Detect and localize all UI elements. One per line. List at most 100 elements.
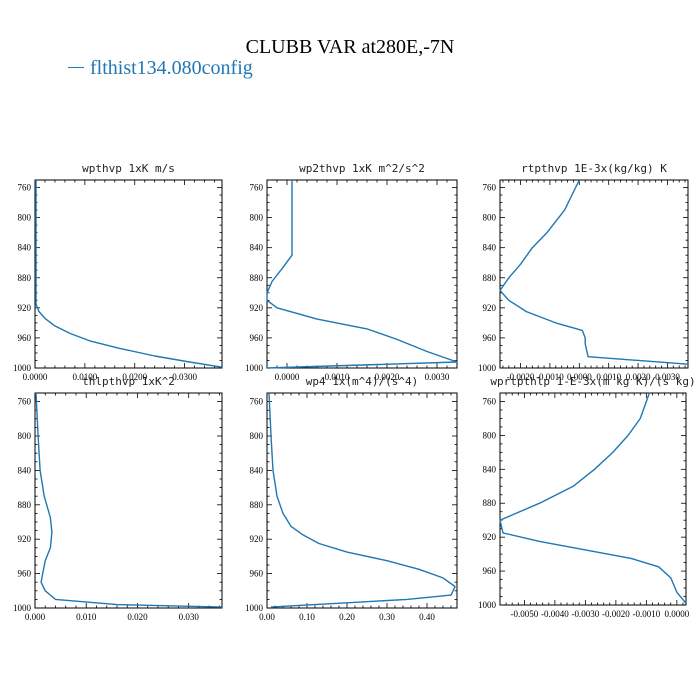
x-tick-label: 0.10 bbox=[299, 612, 315, 622]
y-tick-label: 840 bbox=[250, 243, 264, 253]
x-tick-label: 0.0010 bbox=[325, 372, 350, 382]
y-tick-label: 800 bbox=[483, 430, 497, 440]
x-tick-label: 0.0000 bbox=[23, 372, 48, 382]
subplot-3: rtpthvp 1E-3x(kg/kg) K 760 800 840 880 920 960… bbox=[478, 162, 689, 382]
y-tick-label: 760 bbox=[250, 397, 264, 407]
x-tick-label: 0.0010 bbox=[596, 372, 621, 382]
y-tick-label: 960 bbox=[250, 333, 264, 343]
y-tick-label: 920 bbox=[250, 303, 264, 313]
x-tick-label: -0.0010 bbox=[536, 372, 564, 382]
x-tick-label: 0.0300 bbox=[172, 372, 197, 382]
x-tick-label: 0.20 bbox=[339, 612, 355, 622]
series-line bbox=[268, 392, 456, 608]
x-tick-label: 0.0000 bbox=[567, 372, 592, 382]
y-tick-label: 880 bbox=[18, 273, 32, 283]
x-tick-label: -0.0050 bbox=[511, 609, 539, 619]
legend-label: flthist134.080config bbox=[90, 57, 253, 79]
y-tick-label: 800 bbox=[250, 431, 264, 441]
x-tick-label: 0.30 bbox=[379, 612, 395, 622]
y-tick-label: 920 bbox=[18, 534, 32, 544]
y-tick-label: 920 bbox=[483, 532, 497, 542]
y-tick-label: 800 bbox=[18, 431, 32, 441]
x-tick-label: 0.0020 bbox=[626, 372, 651, 382]
y-tick-label: 840 bbox=[483, 464, 497, 474]
y-tick-label: 760 bbox=[18, 397, 32, 407]
y-tick-label: 760 bbox=[250, 183, 264, 193]
x-tick-label: 0.0000 bbox=[275, 372, 300, 382]
plot-frame bbox=[266, 179, 458, 369]
figure-title: CLUBB VAR at280E,-7N bbox=[245, 36, 455, 58]
y-tick-label: 960 bbox=[18, 569, 32, 579]
subplot-title: wp2thvp 1xK m^2/s^2 bbox=[299, 162, 425, 175]
y-tick-label: 1000 bbox=[13, 603, 32, 613]
series-line bbox=[499, 392, 687, 604]
subplot-2: wp2thvp 1xK m^2/s^2 760 800 840 880 920 960 100… bbox=[245, 162, 458, 382]
plot-frame bbox=[499, 392, 687, 606]
plot-frame bbox=[499, 179, 689, 369]
y-tick-label: 1000 bbox=[478, 363, 497, 373]
x-tick-label: 0.020 bbox=[127, 612, 148, 622]
y-tick-label: 960 bbox=[18, 333, 32, 343]
y-tick-label: 760 bbox=[18, 183, 32, 193]
x-tick-label: 0.40 bbox=[419, 612, 435, 622]
legend-line-swatch bbox=[68, 66, 84, 68]
x-tick-label: 0.0030 bbox=[655, 372, 680, 382]
y-tick-label: 800 bbox=[18, 213, 32, 223]
legend: flthist134.080config bbox=[68, 57, 253, 80]
y-tick-label: 760 bbox=[483, 183, 497, 193]
x-tick-label: -0.0040 bbox=[541, 609, 569, 619]
y-tick-label: 800 bbox=[483, 213, 497, 223]
subplot-title: thlpthvp 1xK^2 bbox=[82, 375, 175, 388]
series-line bbox=[266, 180, 458, 369]
x-tick-label: 0.030 bbox=[179, 612, 200, 622]
y-tick-label: 880 bbox=[250, 273, 264, 283]
y-tick-label: 920 bbox=[483, 303, 497, 313]
subplot-6: wprtpthlp 1-E-3x(m kg K)/(s kg) 760 800 840… bbox=[478, 375, 696, 619]
x-tick-label: 0.0000 bbox=[664, 609, 689, 619]
y-tick-label: 760 bbox=[483, 396, 497, 406]
series-line bbox=[499, 179, 689, 365]
y-tick-label: 920 bbox=[18, 303, 32, 313]
series-line bbox=[35, 392, 223, 608]
y-tick-label: 1000 bbox=[245, 603, 264, 613]
y-tick-label: 1000 bbox=[13, 363, 32, 373]
y-tick-label: 1000 bbox=[478, 600, 497, 610]
x-tick-label: 0.0020 bbox=[375, 372, 400, 382]
y-tick-label: 840 bbox=[18, 465, 32, 475]
plot-frame bbox=[266, 392, 458, 609]
y-tick-label: 960 bbox=[483, 566, 497, 576]
x-tick-label: -0.0030 bbox=[572, 609, 600, 619]
x-tick-label: -0.0020 bbox=[507, 372, 535, 382]
x-tick-label: 0.0200 bbox=[122, 372, 147, 382]
y-tick-label: 840 bbox=[250, 465, 264, 475]
plot-frame bbox=[34, 179, 223, 369]
x-tick-label: 0.000 bbox=[25, 612, 46, 622]
subplot-title: rtpthvp 1E-3x(kg/kg) K bbox=[521, 162, 667, 175]
y-tick-label: 880 bbox=[483, 273, 497, 283]
y-tick-label: 920 bbox=[250, 534, 264, 544]
subplot-5: wp4 1x(m^4)/(s^4)76080084088092096010000… bbox=[245, 375, 458, 622]
subplot-title: wp4 1x(m^4)/(s^4) bbox=[306, 375, 419, 388]
y-tick-label: 960 bbox=[483, 333, 497, 343]
y-tick-label: 880 bbox=[250, 500, 264, 510]
x-tick-label: 0.00 bbox=[259, 612, 275, 622]
x-tick-label: 0.010 bbox=[76, 612, 97, 622]
x-tick-label: -0.0020 bbox=[602, 609, 630, 619]
x-tick-label: 0.0030 bbox=[425, 372, 450, 382]
y-tick-label: 960 bbox=[250, 569, 264, 579]
x-tick-label: -0.0010 bbox=[632, 609, 660, 619]
y-tick-label: 840 bbox=[18, 243, 32, 253]
y-tick-label: 840 bbox=[483, 243, 497, 253]
subplot-4: thlpthvp 1xK^276080084088092096010000.00… bbox=[13, 375, 223, 622]
y-tick-label: 880 bbox=[483, 498, 497, 508]
subplot-title: wpthvp 1xK m/s bbox=[82, 162, 175, 175]
x-tick-label: 0.0100 bbox=[72, 372, 97, 382]
y-tick-label: 1000 bbox=[245, 363, 264, 373]
y-tick-label: 800 bbox=[250, 213, 264, 223]
plot-frame bbox=[34, 392, 223, 609]
subplot-title: wprtpthlp 1-E-3x(m kg K)/(s kg) bbox=[490, 375, 695, 388]
subplot-1: wpthvp 1xK m/s 760 800 840 880 920 960 10000.00… bbox=[13, 162, 223, 382]
series-line bbox=[35, 180, 223, 368]
y-tick-label: 880 bbox=[18, 500, 32, 510]
